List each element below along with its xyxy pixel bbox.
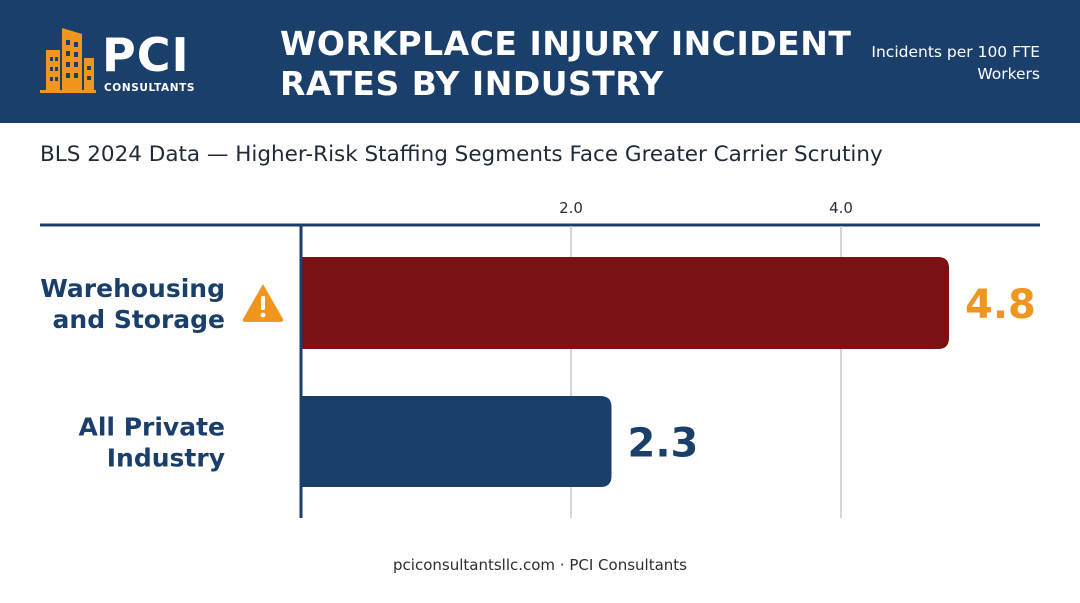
category-label: Industry — [107, 444, 225, 473]
bar — [301, 396, 612, 487]
category-label: and Storage — [53, 305, 225, 334]
brand-subtitle: CONSULTANTS — [104, 82, 196, 94]
bar-value-label: 4.8 — [965, 282, 1036, 328]
warning-icon — [242, 284, 284, 322]
unit-note: Incidents per 100 FTE Workers — [871, 43, 1040, 83]
x-tick-label: 4.0 — [829, 199, 853, 217]
bar — [301, 257, 949, 349]
bar-value-label: 2.3 — [628, 421, 699, 467]
building-icon — [40, 28, 96, 93]
brand-logo: PCI CONSULTANTS — [40, 24, 200, 100]
footer-credit: pciconsultantsllc.com · PCI Consultants — [393, 556, 687, 574]
x-tick-label: 2.0 — [559, 199, 583, 217]
header-banner: PCI CONSULTANTS WORKPLACE INJURY INCIDEN… — [0, 0, 1080, 123]
chart-subtitle: BLS 2024 Data — Higher-Risk Staffing Seg… — [40, 142, 883, 167]
chart-title: WORKPLACE INJURY INCIDENT RATES BY INDUS… — [280, 24, 852, 103]
category-label: Warehousing — [40, 274, 225, 303]
brand-name: PCI — [102, 28, 190, 82]
category-label: All Private — [79, 413, 225, 442]
